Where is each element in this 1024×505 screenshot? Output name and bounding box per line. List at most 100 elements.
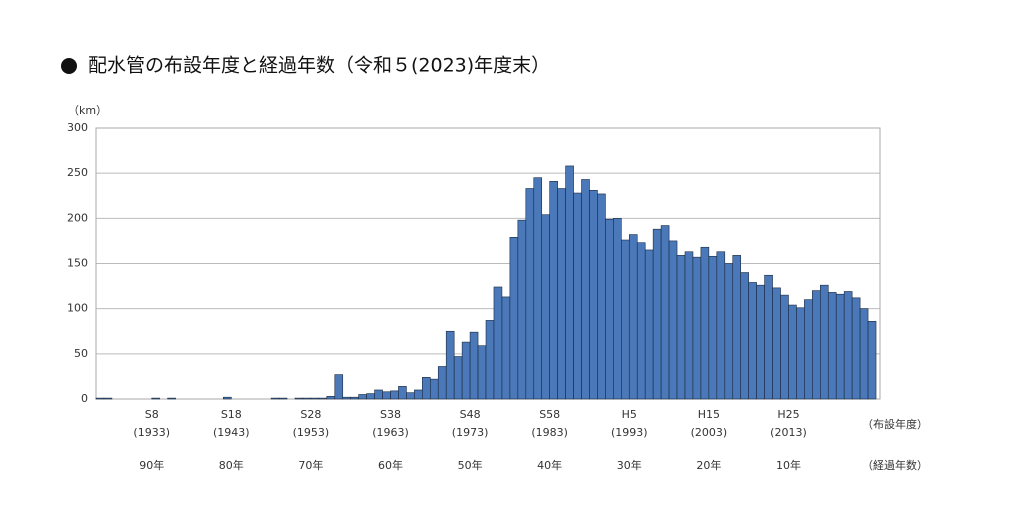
x-tick-year: (1993) bbox=[611, 426, 648, 439]
x-tick-year: (1953) bbox=[293, 426, 330, 439]
bar bbox=[812, 290, 821, 400]
bar bbox=[788, 304, 797, 400]
x-tick-label: H5 bbox=[622, 408, 637, 421]
elapsed-tick-label: 50年 bbox=[458, 458, 483, 472]
bar bbox=[756, 284, 765, 400]
bar bbox=[597, 193, 606, 400]
y-tick-label: 300 bbox=[67, 121, 88, 134]
bar bbox=[700, 246, 710, 400]
bar bbox=[628, 234, 638, 400]
elapsed-tick-label: 10年 bbox=[776, 458, 801, 472]
bar bbox=[406, 392, 415, 400]
title-bullet bbox=[61, 58, 77, 74]
bar bbox=[509, 237, 519, 400]
bar bbox=[581, 179, 590, 400]
bar bbox=[549, 180, 558, 400]
bar bbox=[151, 397, 160, 400]
chart-title: 配水管の布設年度と経過年数（令和５(2023)年度末） bbox=[88, 55, 550, 77]
bar bbox=[334, 374, 344, 400]
bar bbox=[676, 255, 686, 400]
bar bbox=[103, 397, 113, 400]
elapsed-tick-label: 70年 bbox=[298, 458, 323, 472]
bar bbox=[644, 249, 654, 400]
x-tick-label: S48 bbox=[460, 408, 481, 421]
bar bbox=[827, 292, 837, 400]
bar bbox=[843, 291, 853, 400]
bar bbox=[310, 397, 320, 400]
x-tick-year: (1973) bbox=[452, 426, 489, 439]
x-tick-label: H25 bbox=[777, 408, 799, 421]
bar bbox=[557, 188, 566, 400]
bar bbox=[414, 389, 423, 400]
x-axis-label: （布設年度） bbox=[862, 417, 928, 431]
x-tick-year: (2003) bbox=[691, 426, 728, 439]
x-tick-year: (2013) bbox=[770, 426, 807, 439]
bar bbox=[294, 397, 304, 400]
bar bbox=[453, 356, 463, 400]
y-tick-label: 100 bbox=[67, 302, 88, 315]
y-axis-label: （km） bbox=[68, 104, 107, 117]
bar bbox=[469, 331, 479, 400]
bar bbox=[835, 293, 845, 400]
bar bbox=[398, 386, 407, 400]
bar bbox=[684, 251, 694, 400]
bar bbox=[589, 190, 598, 400]
x-tick-label: S38 bbox=[380, 408, 401, 421]
bar bbox=[732, 255, 742, 400]
bar bbox=[621, 239, 630, 400]
x-tick-label: S18 bbox=[221, 408, 242, 421]
bar bbox=[565, 165, 574, 400]
bar bbox=[636, 242, 646, 400]
bar bbox=[461, 341, 471, 400]
bar bbox=[366, 393, 375, 400]
bar bbox=[477, 345, 487, 400]
bar bbox=[318, 397, 328, 400]
bar bbox=[302, 397, 312, 400]
bar bbox=[390, 390, 399, 400]
bar bbox=[652, 228, 662, 400]
bar bbox=[358, 394, 367, 400]
bar bbox=[740, 272, 749, 400]
x-tick-label: S58 bbox=[539, 408, 560, 421]
x-tick-label: S28 bbox=[300, 408, 321, 421]
bar bbox=[429, 378, 439, 400]
elapsed-tick-label: 40年 bbox=[537, 458, 562, 472]
bar bbox=[278, 397, 288, 400]
bar bbox=[708, 255, 718, 400]
y-tick-label: 0 bbox=[81, 392, 88, 405]
x-tick-label: S8 bbox=[145, 408, 159, 421]
bar bbox=[350, 396, 359, 400]
bar bbox=[748, 282, 757, 400]
bar bbox=[525, 188, 535, 400]
bar bbox=[859, 308, 869, 400]
bar bbox=[382, 391, 391, 400]
elapsed-tick-label: 60年 bbox=[378, 458, 403, 472]
bar bbox=[605, 218, 614, 400]
bar bbox=[820, 284, 829, 400]
bar bbox=[851, 297, 861, 400]
bar bbox=[541, 214, 550, 400]
bar bbox=[422, 377, 431, 400]
bar bbox=[517, 219, 527, 400]
bar bbox=[270, 397, 280, 400]
bar bbox=[668, 240, 678, 400]
x-tick-year: (1983) bbox=[531, 426, 568, 439]
bar bbox=[573, 192, 582, 400]
bar bbox=[501, 296, 511, 400]
elapsed-tick-label: 90年 bbox=[139, 458, 164, 472]
bar bbox=[437, 366, 447, 400]
bar bbox=[445, 330, 455, 400]
bar bbox=[223, 396, 232, 400]
bar bbox=[724, 263, 734, 400]
elapsed-tick-label: 80年 bbox=[219, 458, 244, 472]
bar bbox=[95, 397, 105, 400]
y-tick-label: 200 bbox=[67, 211, 88, 224]
bar bbox=[764, 274, 773, 400]
y-tick-label: 50 bbox=[74, 347, 88, 360]
y-tick-label: 250 bbox=[67, 166, 88, 179]
bar bbox=[716, 251, 726, 400]
bar bbox=[167, 397, 176, 400]
x-tick-year: (1943) bbox=[213, 426, 250, 439]
bar bbox=[867, 321, 877, 400]
bar bbox=[374, 389, 383, 400]
